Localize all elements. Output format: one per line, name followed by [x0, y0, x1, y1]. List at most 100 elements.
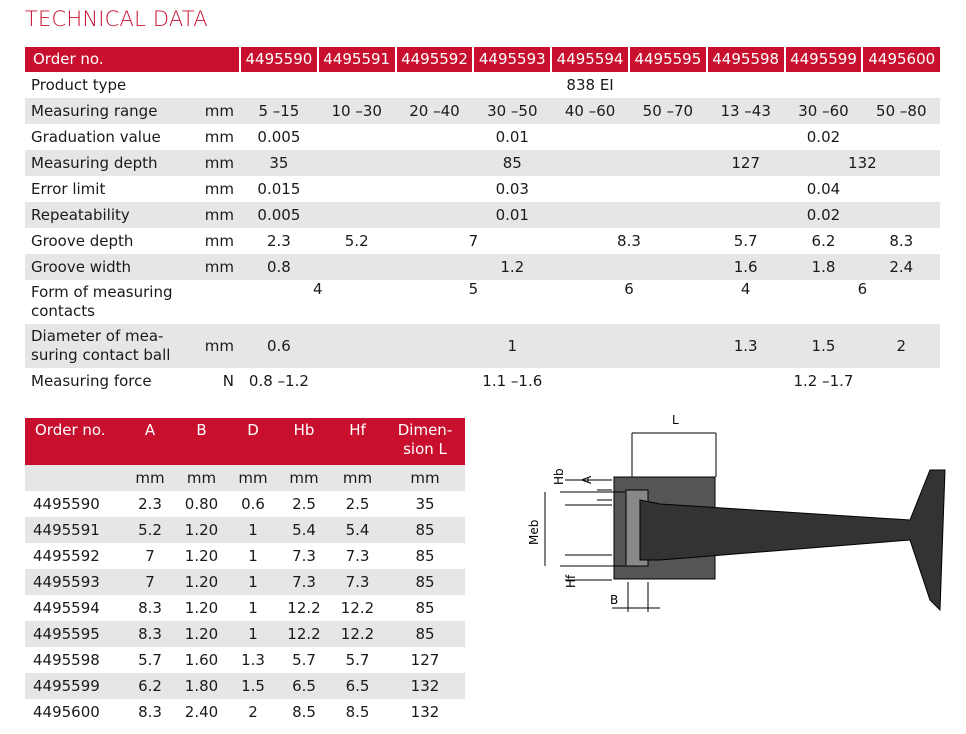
row-unit: mm	[195, 254, 240, 280]
row-unit: mm	[204, 127, 234, 146]
order-number: 4495595	[25, 621, 125, 647]
cell: 127	[706, 150, 785, 176]
header-cell: A	[125, 418, 175, 465]
cell: 2.3	[138, 494, 162, 513]
cell: 0.005	[240, 202, 318, 228]
unit: mm	[385, 465, 465, 491]
cell: 2	[248, 702, 258, 721]
cell: 85	[317, 150, 707, 176]
cell: 132	[385, 673, 465, 699]
label-B: B	[610, 593, 618, 607]
header-row: Order no. 4495590 4495591 4495592 4495593 449…	[25, 47, 941, 72]
data-row: Repeatability mm 0.005 0.01 0.02	[25, 202, 941, 228]
cell: 4	[313, 280, 323, 298]
cell: 50 –80	[862, 98, 941, 124]
cell: 4	[740, 280, 751, 298]
cell: 0.6	[240, 324, 318, 368]
cell: 12.2	[287, 598, 321, 617]
cell: 132	[410, 702, 440, 721]
row-unit: mm	[204, 231, 234, 250]
cell: 127	[410, 650, 440, 669]
cell: 7.3	[330, 569, 385, 595]
cell: 0.8	[240, 254, 318, 280]
row-unit: mm	[195, 324, 240, 368]
data-row: Measuring depth mm 35 85 127 132	[25, 150, 941, 176]
cell: 1.3	[706, 324, 785, 368]
cell: 7.3	[278, 569, 330, 595]
cell: 7	[468, 231, 479, 250]
data-row: Measuring force N 0.8 –1.2 1.1 –1.6 1.2 –1.7	[25, 368, 940, 394]
cell: 5 –15	[240, 98, 318, 124]
order-number: 4495598	[705, 47, 785, 72]
cell: 0.04	[806, 179, 841, 198]
cell: 5.7	[292, 650, 316, 669]
header-cell: B	[175, 418, 228, 465]
cell: 6.5	[330, 673, 385, 699]
cell: 8.3	[138, 702, 162, 721]
data-row: 4495600 8.3 2.40 2 8.5 8.5 132	[25, 699, 465, 725]
row-label: Groove depth	[31, 231, 134, 250]
cell: 1.8	[784, 254, 863, 280]
cell: 0.03	[495, 179, 529, 198]
cell: 85	[385, 569, 465, 595]
cell: 6	[857, 280, 868, 298]
cell: 1.5	[228, 673, 278, 699]
cell: 5.2	[344, 231, 369, 250]
cell: 2.3	[266, 231, 291, 250]
order-number: 4495594	[33, 598, 100, 617]
data-row: 4495595 8.3 1.20 1 12.2 12.2 85	[25, 621, 465, 647]
dim-Meb	[544, 491, 625, 567]
cell: 0.02	[706, 202, 941, 228]
row-unit: mm	[195, 98, 240, 124]
cell: 35	[240, 150, 318, 176]
cell: 2.5	[345, 494, 370, 513]
cell: 1	[248, 546, 258, 565]
order-number: 4495599	[25, 673, 125, 699]
order-number: 4495598	[33, 650, 100, 669]
cell: 8.3	[889, 231, 914, 250]
cell: 50 –70	[628, 98, 707, 124]
label-Hb: Hb	[552, 468, 566, 485]
cell: 8.3	[138, 598, 162, 617]
cell: 2.40	[184, 702, 219, 721]
order-number: 4495600	[33, 702, 100, 721]
cell: 40 –60	[551, 98, 629, 124]
cell: 12.2	[340, 598, 375, 617]
data-row: 4495593 7 1.20 1 7.3 7.3 85	[25, 569, 465, 595]
technical-table: Order no. 4495590 4495591 4495592 4495593 449…	[25, 47, 941, 394]
row-label: Graduation value	[31, 127, 161, 146]
cell: 1	[228, 621, 278, 647]
cell: 8.5	[292, 702, 316, 721]
cell: 7	[125, 569, 175, 595]
header-cell: D	[228, 418, 278, 465]
cell: 2.5	[292, 494, 316, 513]
data-row: Form of measuring contacts 4 5 6 4 6	[25, 280, 940, 324]
cell: 0.015	[257, 179, 301, 198]
data-row: 4495592 7 1.20 1 7.3 7.3 85	[25, 543, 465, 569]
cell: 1	[228, 517, 278, 543]
label-Meb: Meb	[527, 520, 541, 545]
unit: mm	[175, 465, 228, 491]
drawing	[544, 432, 946, 612]
dim-L	[631, 432, 717, 477]
cell: 30 –50	[473, 98, 552, 124]
cell: 6	[624, 280, 634, 298]
cell: 12.2	[278, 621, 330, 647]
dim-Hf-B	[565, 554, 660, 612]
cell: 1.2	[317, 254, 707, 280]
order-number: 4495592	[33, 546, 100, 565]
label-L: L	[672, 413, 679, 427]
row-unit: mm	[204, 179, 234, 198]
row-label: Product type	[31, 75, 127, 94]
row-label: Repeatability	[25, 202, 195, 228]
cell: 1.20	[175, 569, 228, 595]
data-row: 4495591 5.2 1.20 1 5.4 5.4 85	[25, 517, 465, 543]
cell: 1.60	[184, 650, 219, 669]
cell: 1.20	[184, 546, 219, 565]
cell: 6.5	[278, 673, 330, 699]
tool	[639, 469, 946, 612]
cell: 2.4	[862, 254, 941, 280]
unit: mm	[330, 465, 385, 491]
